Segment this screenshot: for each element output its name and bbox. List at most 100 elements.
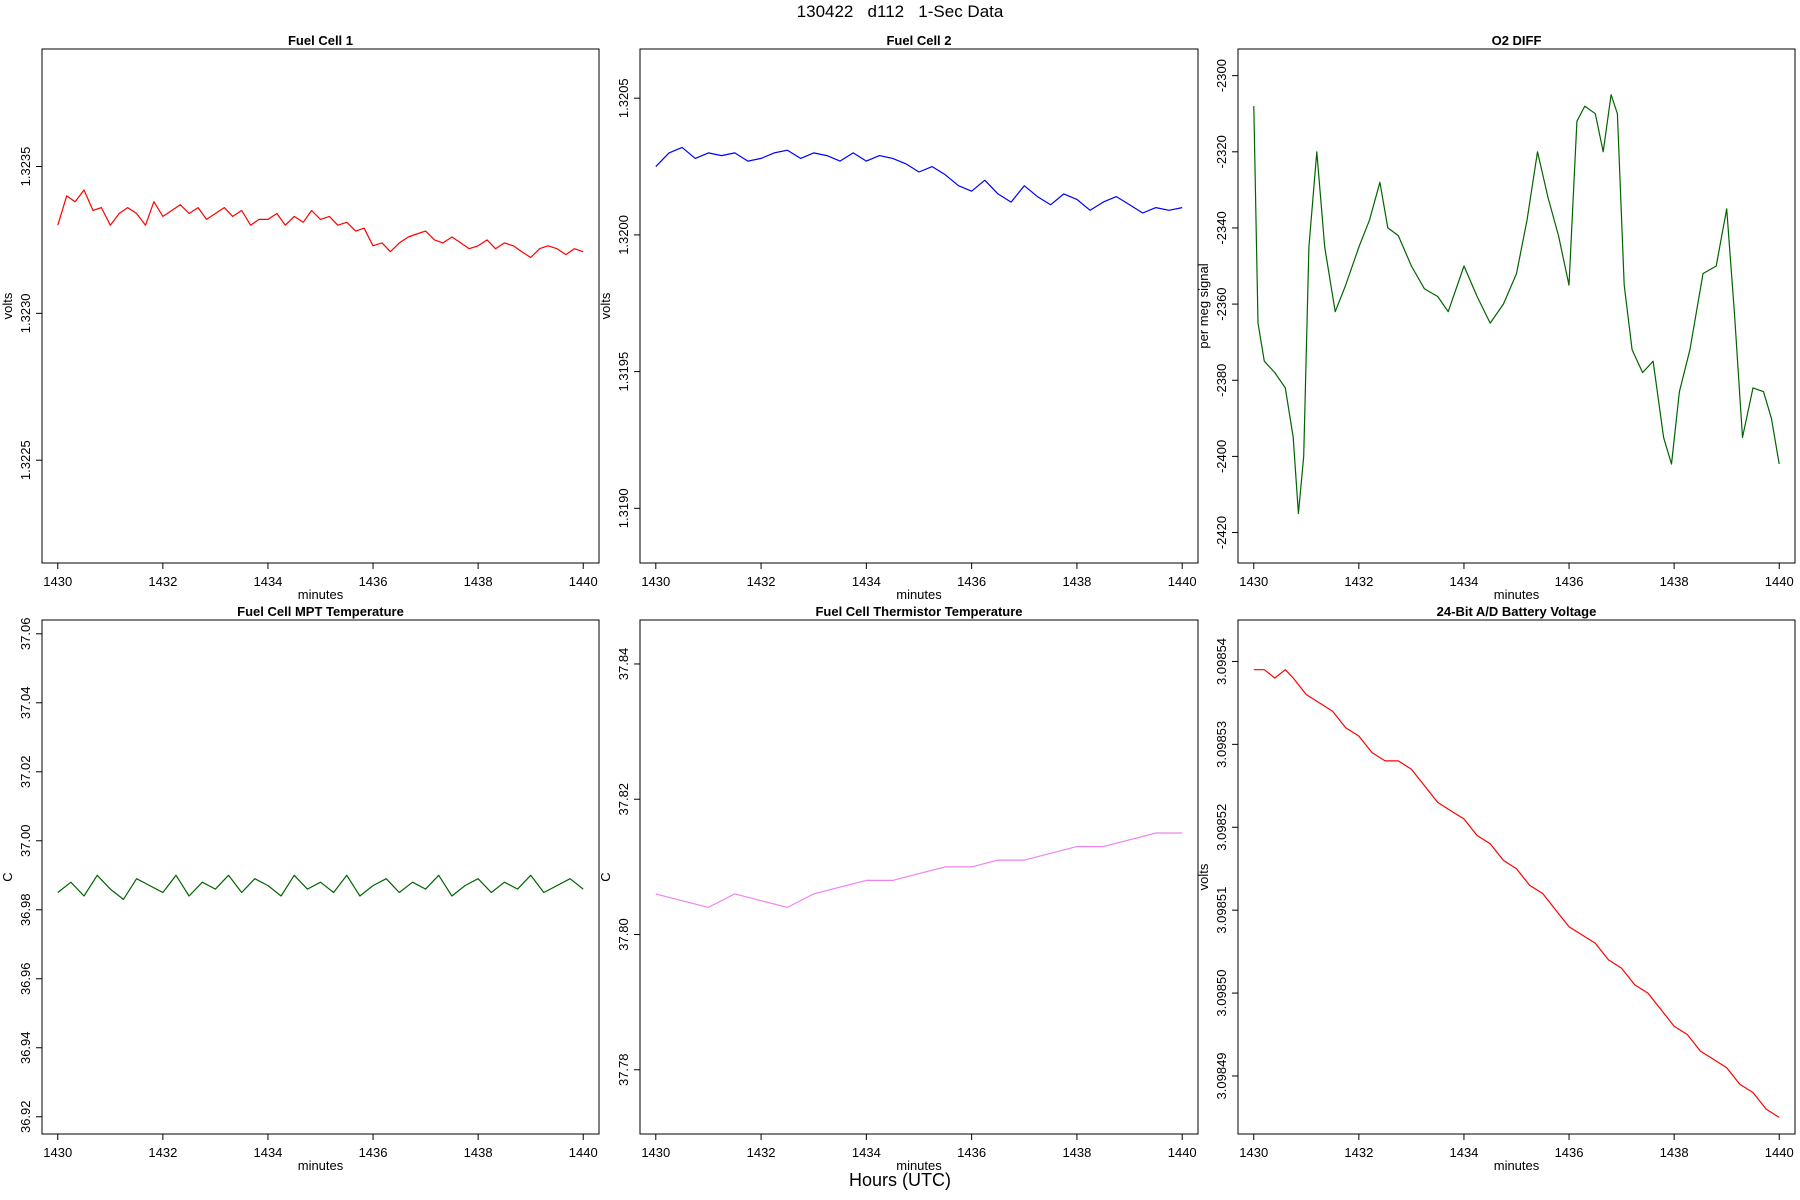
y-axis-label: volts [598, 292, 613, 319]
x-tick-label: 1430 [1239, 1145, 1268, 1160]
y-tick-label: 1.3195 [616, 352, 631, 392]
x-tick-label: 1430 [641, 574, 670, 589]
x-axis-label: minutes [896, 1158, 942, 1173]
x-tick-label: 1438 [464, 574, 493, 589]
y-tick-label: 1.3225 [18, 440, 33, 480]
plot-frame [1237, 619, 1796, 1135]
y-tick-label: 3.09850 [1214, 970, 1229, 1017]
chart-title: Fuel Cell MPT Temperature [237, 604, 404, 619]
x-tick-label: 1432 [747, 1145, 776, 1160]
x-tick-label: 1440 [1168, 574, 1197, 589]
x-tick-label: 1430 [43, 574, 72, 589]
y-tick-label: -2300 [1214, 59, 1229, 92]
y-tick-label: 1.3235 [18, 147, 33, 187]
y-tick-label: -2340 [1214, 211, 1229, 244]
x-tick-label: 1430 [1239, 574, 1268, 589]
x-tick-label: 1440 [1765, 574, 1794, 589]
y-tick-label: 3.09852 [1214, 804, 1229, 851]
y-tick-label: 1.3190 [616, 488, 631, 528]
y-tick-label: 37.02 [18, 756, 33, 789]
y-tick-label: 36.98 [18, 893, 33, 926]
chart-title: 24-Bit A/D Battery Voltage [1437, 604, 1597, 619]
plot-frame [41, 619, 600, 1135]
y-axis-label: C [0, 872, 15, 881]
chart-title: Fuel Cell 1 [288, 33, 353, 48]
y-tick-label: -2380 [1214, 364, 1229, 397]
x-tick-label: 1432 [1344, 574, 1373, 589]
y-tick-label: -2360 [1214, 287, 1229, 320]
x-tick-label: 1436 [1555, 574, 1584, 589]
y-tick-label: 37.82 [616, 783, 631, 816]
x-tick-label: 1432 [747, 574, 776, 589]
y-tick-label: 1.3230 [18, 293, 33, 333]
x-tick-label: 1434 [253, 574, 282, 589]
x-tick-label: 1434 [253, 1145, 282, 1160]
y-axis-label: volts [1196, 863, 1211, 890]
hours-utc-label: Hours (UTC) [849, 1170, 951, 1190]
x-tick-label: 1440 [569, 574, 598, 589]
series-line [1253, 669, 1780, 1118]
series-line [57, 189, 584, 259]
x-tick-label: 1434 [1449, 1145, 1478, 1160]
x-tick-label: 1436 [359, 1145, 388, 1160]
x-axis-label: minutes [1494, 1158, 1540, 1173]
chart-title: Fuel Cell 2 [886, 33, 951, 48]
x-axis-label: minutes [298, 587, 344, 602]
y-tick-label: 1.3200 [616, 215, 631, 255]
x-tick-label: 1432 [148, 574, 177, 589]
y-tick-label: 37.80 [616, 918, 631, 951]
x-tick-label: 1436 [957, 1145, 986, 1160]
series-line [655, 146, 1183, 214]
chart-panel-4: Fuel Cell MPT Temperature 1430 1432 1434 143… [0, 604, 600, 1173]
x-tick-label: 1436 [359, 574, 388, 589]
x-tick-label: 1438 [1660, 1145, 1689, 1160]
x-tick-label: 1438 [1062, 1145, 1091, 1160]
y-tick-label: 37.78 [616, 1053, 631, 1086]
x-tick-label: 1432 [148, 1145, 177, 1160]
series-line [57, 874, 584, 901]
y-tick-label: 3.09851 [1214, 887, 1229, 934]
figure-title: 130422 d112 1-Sec Data [796, 2, 1004, 21]
y-tick-label: 3.09853 [1214, 721, 1229, 768]
x-axis-label: minutes [298, 1158, 344, 1173]
y-axis-label: C [598, 872, 613, 881]
y-axis-label: per meg signal [1196, 263, 1211, 348]
x-tick-label: 1434 [852, 574, 881, 589]
y-tick-label: 36.94 [18, 1031, 33, 1064]
y-tick-label: -2400 [1214, 440, 1229, 473]
y-tick-label: 37.84 [616, 648, 631, 681]
chart-panel-1: Fuel Cell 1 1430 1432 1434 1436 1438 1440 minut… [0, 33, 600, 602]
x-tick-label: 1430 [43, 1145, 72, 1160]
plot-frame [639, 48, 1199, 564]
y-tick-label: 37.04 [18, 687, 33, 720]
x-tick-label: 1430 [641, 1145, 670, 1160]
plot-frame [639, 619, 1199, 1135]
x-tick-label: 1440 [569, 1145, 598, 1160]
chart-panel-6: 24-Bit A/D Battery Voltage 1430 1432 1434 14… [1196, 604, 1796, 1173]
x-tick-label: 1434 [852, 1145, 881, 1160]
series-line [655, 832, 1183, 909]
chart-title: Fuel Cell Thermistor Temperature [815, 604, 1022, 619]
plot-frame [1237, 48, 1796, 564]
x-tick-label: 1438 [464, 1145, 493, 1160]
x-tick-label: 1434 [1449, 574, 1478, 589]
chart-panel-5: Fuel Cell Thermistor Temperature 1430 1432… [598, 604, 1199, 1173]
x-tick-label: 1438 [1062, 574, 1091, 589]
y-tick-label: 37.06 [18, 618, 33, 651]
y-tick-label: 37.00 [18, 825, 33, 858]
x-tick-label: 1436 [957, 574, 986, 589]
plot-frame [41, 48, 600, 564]
x-tick-label: 1440 [1168, 1145, 1197, 1160]
x-tick-label: 1436 [1555, 1145, 1584, 1160]
x-tick-label: 1440 [1765, 1145, 1794, 1160]
chart-title: O2 DIFF [1492, 33, 1542, 48]
series-line [1253, 94, 1780, 515]
chart-panel-2: Fuel Cell 2 1430 1432 1434 1436 1438 1440 minut… [598, 33, 1199, 602]
y-tick-label: -2320 [1214, 135, 1229, 168]
y-tick-label: 3.09849 [1214, 1052, 1229, 1099]
x-tick-label: 1432 [1344, 1145, 1373, 1160]
x-tick-label: 1438 [1660, 574, 1689, 589]
y-axis-label: volts [0, 292, 15, 319]
y-tick-label: 1.3205 [616, 78, 631, 118]
